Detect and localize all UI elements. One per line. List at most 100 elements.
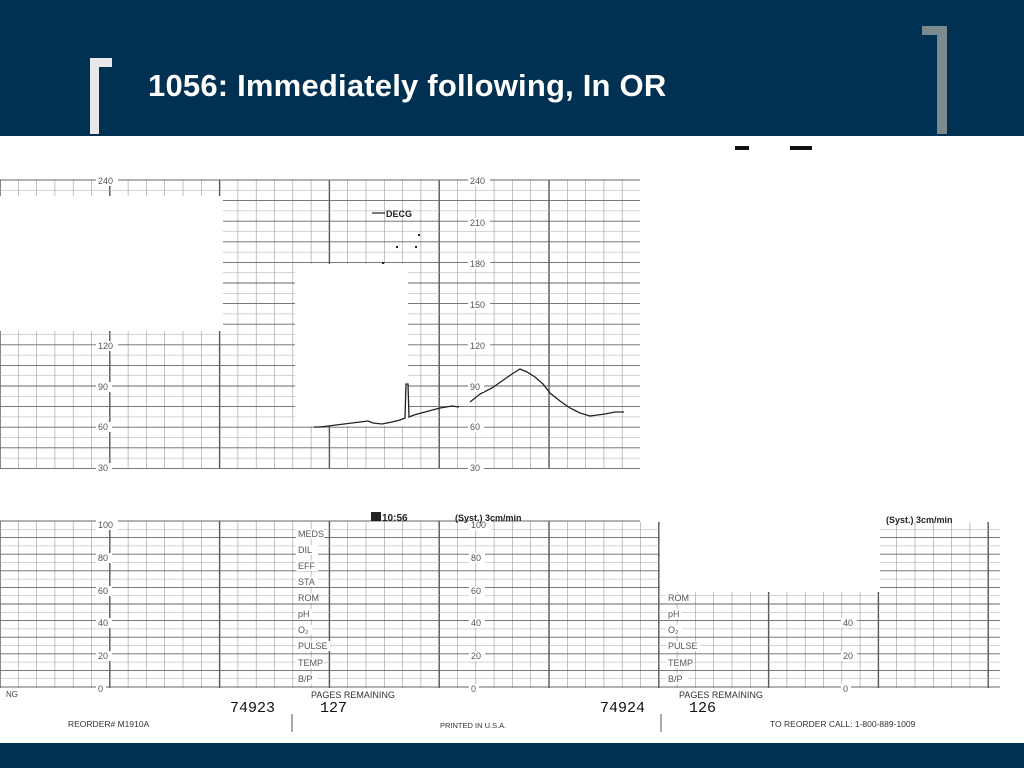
panel-label: B/P (298, 674, 313, 684)
scale-label-upper-left: 120 (98, 341, 113, 351)
label-background (841, 684, 851, 694)
label-background (96, 553, 112, 563)
label-background (96, 684, 106, 694)
lower-grid (0, 520, 1000, 688)
label-background (296, 674, 318, 684)
time-stamp: 10:56 (382, 513, 408, 524)
scale-label-lower-left: 20 (98, 651, 108, 661)
scale-label-upper-mid: 180 (470, 259, 485, 269)
panel-label: ROM (668, 593, 689, 603)
scale-label-lower-mid: 80 (471, 553, 481, 563)
label-background (296, 658, 324, 668)
label-background (296, 545, 318, 555)
label-background (666, 609, 682, 619)
blank-area-right-lower (660, 522, 880, 592)
label-background (666, 674, 688, 684)
footer-code: NG (6, 690, 18, 699)
scale-label-lower-left: 100 (98, 520, 113, 530)
right-bracket-ornament (922, 26, 947, 134)
pages-remaining-2: 126 (689, 700, 716, 717)
scale-label-upper-mid: 210 (470, 218, 485, 228)
mark-dash (790, 146, 812, 150)
panel-label: O₂ (298, 625, 309, 635)
blank-area-left (0, 196, 223, 331)
label-background (96, 586, 112, 596)
label-background (296, 609, 312, 619)
label-background (468, 218, 490, 228)
label-background (469, 618, 485, 628)
footer-band (0, 743, 1024, 768)
scale-label-upper-mid: 60 (470, 422, 480, 432)
speck (418, 234, 420, 236)
scale-label-lower-right: 0 (843, 684, 848, 694)
label-background (96, 618, 112, 628)
scale-label-upper-mid: 30 (470, 463, 480, 473)
label-background (468, 382, 484, 392)
reorder-call: TO REORDER CALL: 1-800-889-1009 (770, 719, 916, 729)
serial-number-2: 74924 (600, 700, 645, 717)
label-background (666, 641, 700, 651)
panel-label: DIL (298, 545, 312, 555)
speck (415, 246, 417, 248)
scale-label-lower-mid: 20 (471, 651, 481, 661)
scale-label-upper-left: 30 (98, 463, 108, 473)
label-background (666, 593, 688, 603)
label-background (96, 651, 112, 661)
panel-label: TEMP (298, 658, 323, 668)
scale-label-lower-left: 80 (98, 553, 108, 563)
label-background (468, 463, 484, 473)
scale-label-lower-right: 40 (843, 618, 853, 628)
label-background (469, 553, 485, 563)
scale-label-lower-mid: 60 (471, 586, 481, 596)
speck (382, 262, 384, 264)
scale-label-upper-left: 240 (98, 176, 113, 186)
fetal-monitor-strip: DECG 240 120 90 60 30 240 210 180 150 120 90 60 30 1… (0, 136, 1024, 743)
panel-label: ROM (298, 593, 319, 603)
speed-label-1: (Syst.) 3cm/min (455, 513, 522, 523)
heart-rate-trace-a (314, 383, 460, 428)
scale-label-lower-mid: 40 (471, 618, 481, 628)
lower-scale-labels: 100 80 60 40 20 0 100 80 60 40 20 0 40 20 0 (96, 520, 857, 694)
pages-remaining-1: 127 (320, 700, 347, 717)
label-background (296, 625, 312, 635)
scale-label-upper-left: 90 (98, 382, 108, 392)
reorder-code: REORDER# M1910A (68, 719, 150, 729)
label-background (296, 593, 318, 603)
panel-label: PULSE (668, 641, 698, 651)
printed-in-usa: PRINTED IN U.S.A. (440, 721, 506, 730)
slide-title: 1056: Immediately following, In OR (148, 68, 667, 103)
label-background (468, 176, 490, 186)
panel-label: B/P (668, 674, 683, 684)
label-background (96, 422, 112, 432)
scale-label-lower-right: 20 (843, 651, 853, 661)
panel-label: pH (298, 609, 310, 619)
panel-label: PULSE (298, 641, 328, 651)
trace-label: DECG (386, 209, 412, 219)
scale-label-upper-mid: 120 (470, 341, 485, 351)
speck (396, 246, 398, 248)
label-background (666, 658, 694, 668)
scale-label-upper-mid: 150 (470, 300, 485, 310)
label-background (468, 259, 490, 269)
label-background (296, 641, 330, 651)
label-background (469, 586, 485, 596)
mark-dash (735, 146, 749, 150)
pages-remaining-label-2: PAGES REMAINING (679, 690, 763, 700)
label-background (296, 561, 318, 571)
label-background (96, 341, 118, 351)
scale-label-lower-left: 40 (98, 618, 108, 628)
label-background (469, 684, 479, 694)
label-background (841, 651, 857, 661)
scale-label-lower-left: 0 (98, 684, 103, 694)
label-background (96, 382, 112, 392)
blank-area-center (295, 264, 408, 426)
scale-label-lower-left: 60 (98, 586, 108, 596)
pages-remaining-label-1: PAGES REMAINING (311, 690, 395, 700)
label-background (468, 341, 490, 351)
scale-label-upper-mid: 240 (470, 176, 485, 186)
heart-rate-trace-b (469, 368, 624, 417)
scale-label-upper-mid: 90 (470, 382, 480, 392)
panel-labels: MEDS DIL EFF STA ROM pH O₂ PULSE TEMP B/P ROM pH O₂ P… (296, 529, 700, 684)
label-background (841, 618, 857, 628)
label-background (296, 577, 318, 587)
